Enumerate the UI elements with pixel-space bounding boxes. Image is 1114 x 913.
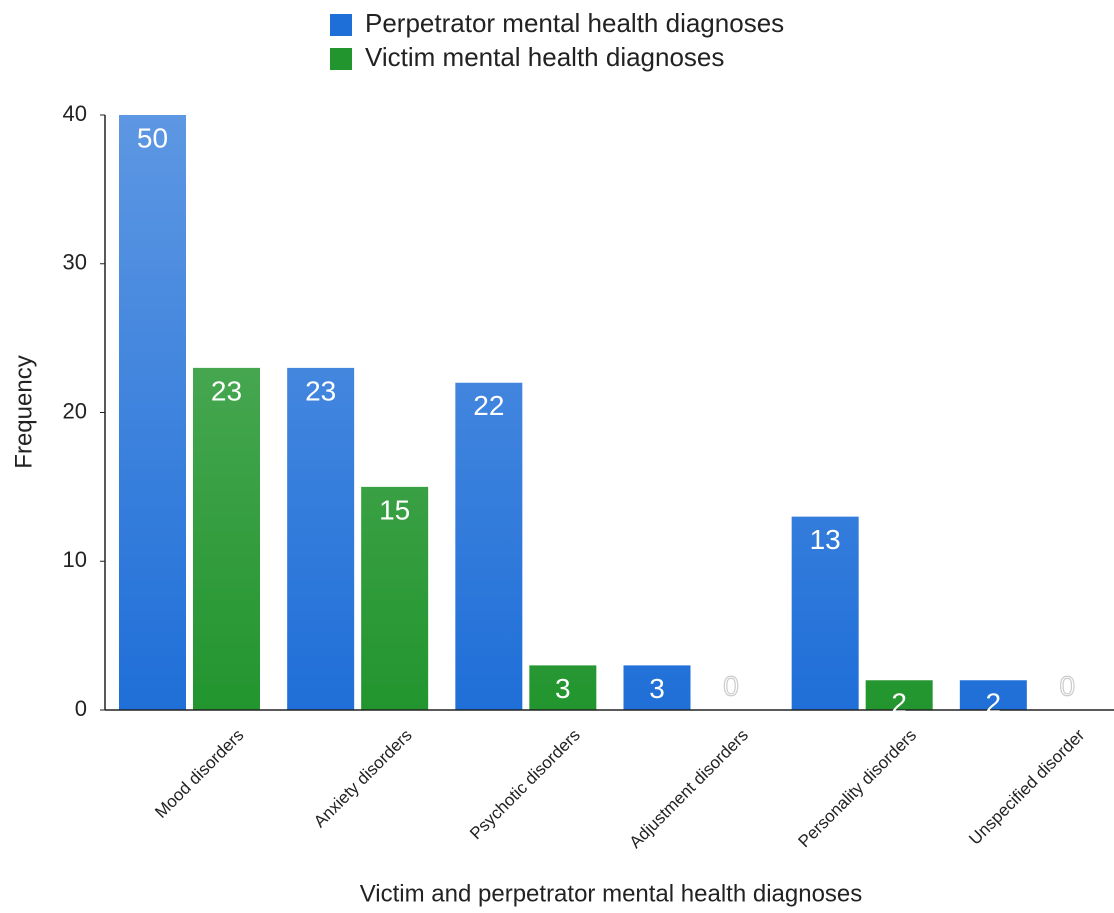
- y-tick-label: 20: [63, 398, 87, 423]
- value-label: 23: [211, 375, 242, 406]
- y-axis-title: Frequency: [10, 355, 37, 468]
- bar: [865, 680, 933, 710]
- value-label: 2: [891, 688, 907, 719]
- legend-label: Victim mental health diagnoses: [365, 42, 724, 72]
- value-label: 3: [649, 673, 665, 704]
- value-label: 23: [305, 375, 336, 406]
- x-tick-label: Unspecified disorder: [965, 725, 1088, 848]
- bar: [361, 486, 429, 710]
- bar: [623, 665, 691, 710]
- x-tick-label: Adjustment disorders: [626, 726, 752, 852]
- bar: [193, 367, 260, 710]
- plot-area: [119, 115, 1027, 710]
- value-label: 13: [810, 524, 841, 555]
- x-axis-title: Victim and perpetrator mental health dia…: [360, 880, 863, 907]
- bar: [119, 115, 186, 710]
- value-label: 22: [473, 390, 504, 421]
- legend-swatch: [330, 14, 352, 36]
- bar: [455, 382, 523, 710]
- y-tick-label: 40: [63, 101, 87, 126]
- bar: [791, 516, 859, 710]
- x-tick-label: Personality disorders: [794, 726, 920, 852]
- x-tick-label: Anxiety disorders: [310, 726, 416, 832]
- legend-label: Perpetrator mental health diagnoses: [365, 8, 784, 38]
- value-label: 3: [555, 673, 571, 704]
- value-label: 15: [379, 494, 410, 525]
- bar: [287, 367, 355, 710]
- x-tick-label: Psychotic disorders: [466, 726, 584, 844]
- y-tick-label: 10: [63, 547, 87, 572]
- value-label: 0: [1060, 670, 1076, 701]
- bar: [959, 680, 1027, 710]
- value-label: 50: [137, 122, 168, 153]
- legend-swatch: [330, 48, 352, 70]
- value-label: 2: [986, 688, 1002, 719]
- bar: [529, 665, 597, 710]
- y-tick-label: 30: [63, 250, 87, 275]
- y-tick-label: 0: [75, 696, 87, 721]
- value-label: 0: [723, 670, 739, 701]
- x-tick-label: Mood disorders: [151, 726, 247, 822]
